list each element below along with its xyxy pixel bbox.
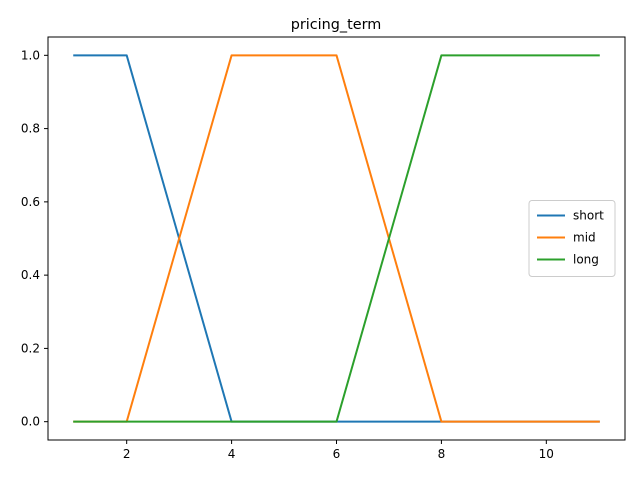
x-tick-label: 6 bbox=[333, 447, 341, 461]
x-tick-label: 10 bbox=[539, 447, 554, 461]
series-line-mid bbox=[73, 54, 600, 423]
legend-box bbox=[528, 200, 616, 277]
legend-label-mid: mid bbox=[573, 231, 596, 245]
y-tick-label: 0.2 bbox=[21, 341, 40, 355]
legend-label-short: short bbox=[573, 209, 604, 223]
y-tick-label: 0.6 bbox=[21, 195, 40, 209]
x-tick-label: 4 bbox=[228, 447, 236, 461]
x-tick-label: 2 bbox=[123, 447, 131, 461]
axis-ticks: 2 4 6 8 10 0.0 0.2 0.4 0.6 0.8 1.0 bbox=[21, 48, 554, 461]
series-line-long bbox=[73, 54, 600, 423]
y-tick-label: 0.8 bbox=[21, 122, 40, 136]
y-tick-label: 1.0 bbox=[21, 48, 40, 62]
legend-label-long: long bbox=[573, 253, 599, 267]
y-tick-label: 0.0 bbox=[21, 415, 40, 429]
legend: short mid long bbox=[528, 200, 616, 277]
plot-area bbox=[73, 54, 600, 423]
chart-title: pricing_term bbox=[291, 17, 382, 33]
x-tick-label: 8 bbox=[438, 447, 446, 461]
series-line-short bbox=[73, 54, 600, 423]
y-tick-label: 0.4 bbox=[21, 268, 40, 282]
